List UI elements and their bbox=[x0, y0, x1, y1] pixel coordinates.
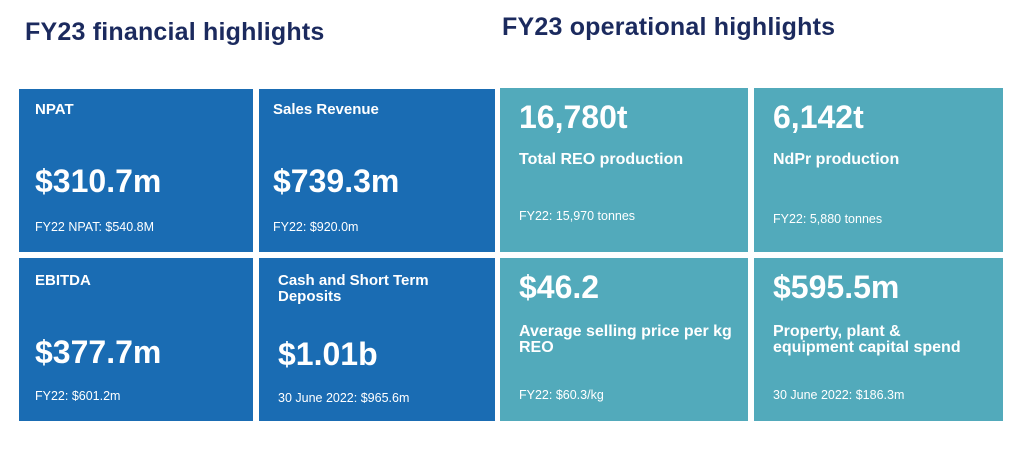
tile-value: $310.7m bbox=[35, 163, 162, 199]
tile-label: NdPr production bbox=[773, 151, 900, 168]
tile-comparison: FY22 NPAT: $540.8M bbox=[35, 220, 155, 234]
operational-highlights-heading: FY23 operational highlights bbox=[502, 13, 836, 41]
financial-highlights-heading: FY23 financial highlights bbox=[25, 18, 325, 46]
tile-label: NPAT bbox=[35, 101, 74, 118]
tile-value: $1.01b bbox=[278, 336, 378, 372]
tile-label: Sales Revenue bbox=[273, 101, 379, 118]
tile-label: Property, plant & equipment capital spen… bbox=[773, 323, 961, 356]
tile-comparison: FY22: $60.3/kg bbox=[519, 388, 604, 402]
tile-label: EBITDA bbox=[35, 272, 91, 289]
tile-comparison: FY22: 5,880 tonnes bbox=[773, 212, 883, 226]
tile-comparison: FY22: $601.2m bbox=[35, 389, 121, 403]
ebitda-tile: EBITDA $377.7m FY22: $601.2m bbox=[19, 258, 253, 421]
tile-value: 16,780t bbox=[519, 99, 628, 135]
tile-label: Total REO production bbox=[519, 151, 684, 168]
tile-value: $739.3m bbox=[273, 163, 400, 199]
tile-comparison: 30 June 2022: $186.3m bbox=[773, 388, 905, 402]
tile-value: 6,142t bbox=[773, 99, 864, 135]
reo-production-tile: 16,780t Total REO production FY22: 15,97… bbox=[500, 88, 748, 252]
npat-tile: NPAT $310.7m FY22 NPAT: $540.8M bbox=[19, 89, 253, 252]
tile-comparison: 30 June 2022: $965.6m bbox=[278, 391, 410, 405]
tile-label: Average selling price per kg REO bbox=[519, 323, 732, 356]
average-selling-price-tile: $46.2 Average selling price per kg REO F… bbox=[500, 258, 748, 421]
tile-value: $377.7m bbox=[35, 334, 162, 370]
capital-spend-tile: $595.5m Property, plant & equipment capi… bbox=[754, 258, 1003, 421]
tile-comparison: FY22: 15,970 tonnes bbox=[519, 209, 636, 223]
tile-label: Cash and Short Term Deposits bbox=[278, 272, 429, 305]
sales-revenue-tile: Sales Revenue $739.3m FY22: $920.0m bbox=[259, 89, 495, 252]
ndpr-production-tile: 6,142t NdPr production FY22: 5,880 tonne… bbox=[754, 88, 1003, 252]
tile-comparison: FY22: $920.0m bbox=[273, 220, 359, 234]
tile-value: $595.5m bbox=[773, 269, 900, 305]
tile-value: $46.2 bbox=[519, 269, 600, 305]
cash-deposits-tile: Cash and Short Term Deposits $1.01b 30 J… bbox=[259, 258, 495, 421]
